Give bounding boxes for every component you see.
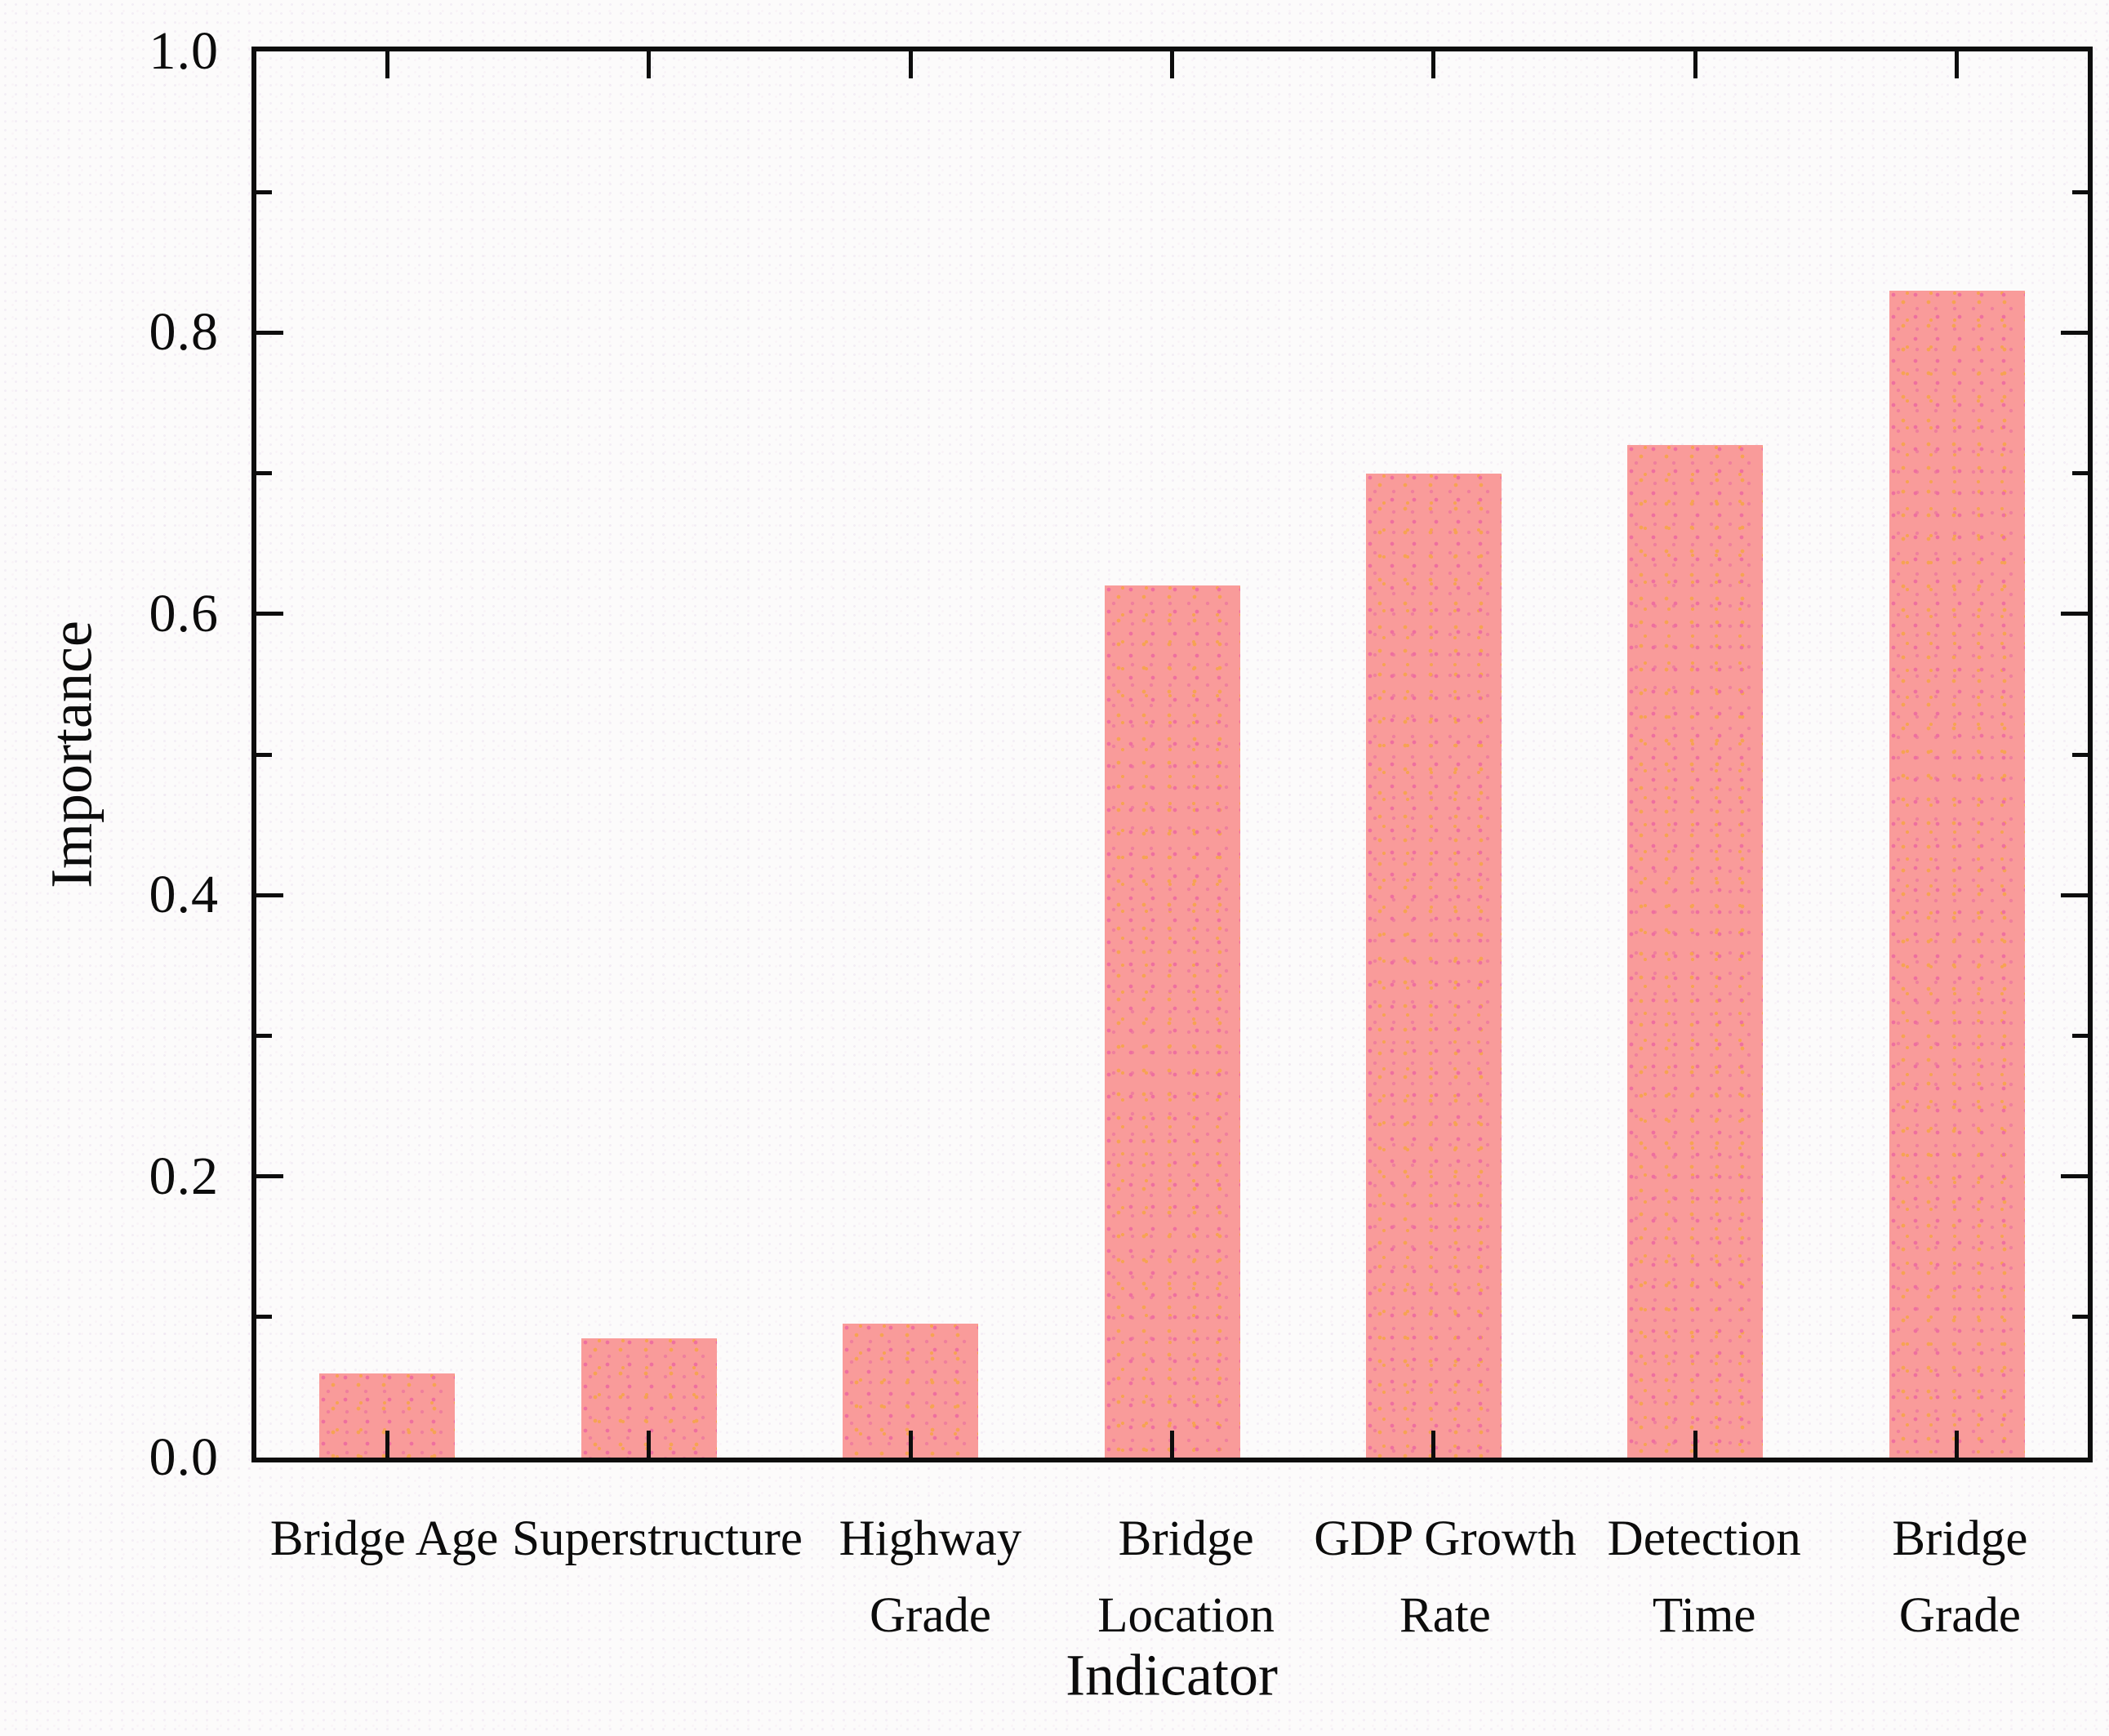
y-major-tick-left [256, 1174, 283, 1179]
y-minor-tick-left [256, 471, 272, 476]
category-labels: Bridge Age Superstructure Highway Grade Bri… [256, 1501, 2088, 1654]
y-major-tick-right [2061, 330, 2088, 335]
y-minor-tick-right [2072, 189, 2088, 194]
y-minor-tick-right [2072, 752, 2088, 757]
category-label-detection-time: Detection Time [1607, 1511, 1801, 1643]
y-major-tick-right [2061, 892, 2088, 897]
y-major-tick-left [256, 892, 283, 897]
bar-bridge-grade [1889, 290, 2025, 1458]
y-major-tick-right [2061, 1174, 2088, 1179]
y-tick-label-0.2: 0.2 [149, 1146, 219, 1206]
plot-area [251, 47, 2093, 1462]
category-label-superstructure: Superstructure [512, 1511, 803, 1566]
x-tick-top [908, 51, 913, 78]
y-tick-label-0.4: 0.4 [149, 865, 219, 925]
x-tick-bottom [1693, 1431, 1697, 1458]
x-tick-bottom [1431, 1431, 1436, 1458]
x-tick-top [1170, 51, 1174, 78]
y-major-tick-left [256, 612, 283, 617]
y-minor-tick-right [2072, 1033, 2088, 1038]
y-minor-tick-left [256, 1033, 272, 1038]
x-tick-top [385, 51, 389, 78]
x-tick-bottom [647, 1431, 652, 1458]
y-tick-label-0.8: 0.8 [149, 302, 219, 363]
category-label-highway-grade: Highway Grade [839, 1511, 1022, 1643]
y-axis-title: Importance [38, 621, 105, 888]
y-minor-tick-left [256, 189, 272, 194]
y-major-tick-right [2061, 612, 2088, 617]
y-minor-tick-right [2072, 1315, 2088, 1320]
category-label-bridge-age: Bridge Age [269, 1511, 499, 1566]
y-minor-tick-right [2072, 471, 2088, 476]
category-label-bridge-location: Bridge Location [1097, 1511, 1275, 1643]
x-tick-top [1955, 51, 1960, 78]
y-tick-label-0.6: 0.6 [149, 583, 219, 643]
bar-superstructure [581, 1338, 717, 1458]
category-label-bridge-grade: Bridge Grade [1892, 1511, 2028, 1643]
x-axis-title: Indicator [1066, 1642, 1278, 1708]
y-tick-label-1.0: 1.0 [149, 21, 219, 81]
y-minor-tick-left [256, 1315, 272, 1320]
y-major-tick-left [256, 330, 283, 335]
x-tick-top [1693, 51, 1697, 78]
bar-bridge-age [319, 1373, 456, 1458]
x-tick-bottom [1170, 1431, 1174, 1458]
y-minor-tick-left [256, 752, 272, 757]
bar-bridge-location [1104, 585, 1240, 1458]
bar-gdp-growth-rate [1365, 473, 1502, 1458]
bar-detection-time [1627, 445, 1764, 1458]
y-tick-label-0.0: 0.0 [149, 1427, 219, 1487]
category-label-gdp-growth-rate: GDP Growth Rate [1314, 1511, 1577, 1643]
x-tick-bottom [385, 1431, 389, 1458]
x-tick-bottom [908, 1431, 913, 1458]
x-tick-top [1431, 51, 1436, 78]
x-tick-top [647, 51, 652, 78]
x-tick-bottom [1955, 1431, 1960, 1458]
plot-inner [256, 51, 2088, 1458]
